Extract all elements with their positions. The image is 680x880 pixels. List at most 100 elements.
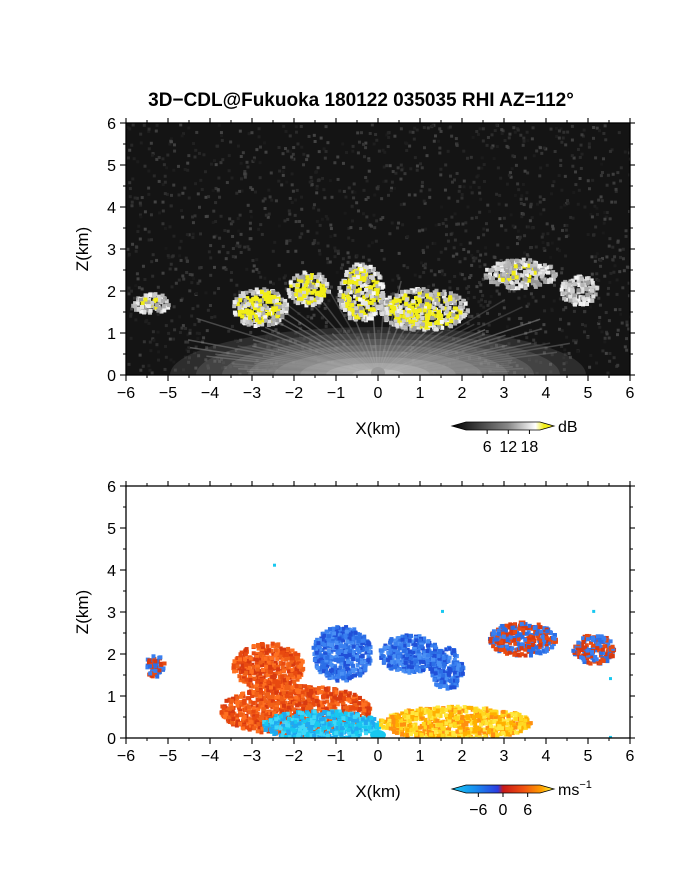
reflectivity-noise: [597, 279, 601, 283]
reflectivity-noise: [415, 164, 419, 168]
reflectivity-noise: [246, 245, 250, 249]
reflectivity-noise: [169, 193, 173, 197]
reflectivity-noise: [274, 199, 278, 203]
reflectivity-noise: [225, 181, 229, 185]
reflectivity-noise: [335, 270, 339, 274]
reflectivity-noise: [448, 125, 452, 129]
velocity-cell: [299, 667, 304, 672]
reflectivity-cell: [543, 267, 548, 272]
reflectivity-noise: [219, 161, 223, 165]
reflectivity-cell: [373, 295, 378, 300]
reflectivity-noise: [300, 224, 304, 228]
reflectivity-noise: [273, 240, 277, 244]
reflectivity-noise: [460, 196, 464, 200]
reflectivity-noise: [244, 365, 248, 369]
reflectivity-cell: [295, 273, 300, 278]
reflectivity-noise: [532, 338, 536, 342]
reflectivity-cell: [244, 290, 249, 295]
reflectivity-noise: [468, 241, 472, 245]
velocity-cell: [263, 656, 268, 661]
velocity-cell: [281, 661, 286, 666]
reflectivity-noise: [565, 202, 569, 206]
reflectivity-cell: [134, 307, 139, 312]
reflectivity-noise: [433, 241, 437, 245]
reflectivity-noise: [259, 275, 263, 279]
reflectivity-noise: [301, 346, 305, 350]
velocity-cell: [420, 664, 425, 669]
reflectivity-cell: [304, 281, 309, 286]
reflectivity-noise: [161, 183, 165, 187]
reflectivity-noise: [278, 277, 282, 281]
reflectivity-noise: [147, 321, 151, 325]
reflectivity-noise: [261, 368, 265, 372]
reflectivity-cell: [408, 312, 413, 317]
reflectivity-noise: [136, 277, 140, 281]
reflectivity-noise: [479, 362, 483, 366]
velocity-cell: [347, 691, 352, 696]
reflectivity-noise: [367, 244, 371, 248]
reflectivity-cell: [411, 319, 416, 324]
reflectivity-noise: [601, 257, 605, 261]
velocity-cell: [341, 626, 346, 631]
reflectivity-noise: [362, 188, 366, 192]
reflectivity-cell: [585, 281, 590, 286]
reflectivity-noise: [209, 244, 213, 248]
reflectivity-cell: [415, 314, 420, 319]
reflectivity-noise: [619, 312, 623, 316]
reflectivity-noise: [356, 151, 360, 155]
reflectivity-cell: [571, 300, 576, 305]
reflectivity-noise: [143, 164, 147, 168]
reflectivity-cell: [310, 290, 315, 295]
reflectivity-noise: [460, 192, 464, 196]
reflectivity-noise: [319, 136, 323, 140]
reflectivity-noise: [604, 215, 608, 219]
reflectivity-noise: [546, 282, 550, 286]
velocity-cell: [400, 634, 405, 639]
reflectivity-noise: [140, 196, 144, 200]
reflectivity-noise: [511, 154, 515, 158]
reflectivity-noise: [208, 304, 212, 308]
reflectivity-cell: [363, 282, 368, 287]
reflectivity-noise: [233, 255, 237, 259]
reflectivity-noise: [399, 127, 403, 131]
reflectivity-noise: [370, 241, 374, 245]
reflectivity-noise: [411, 359, 415, 363]
reflectivity-cell: [302, 280, 307, 285]
reflectivity-noise: [155, 157, 159, 161]
reflectivity-noise: [372, 345, 376, 349]
reflectivity-noise: [270, 198, 274, 202]
reflectivity-noise: [488, 300, 492, 304]
reflectivity-noise: [298, 219, 302, 223]
velocity-cell: [260, 647, 265, 652]
reflectivity-cell: [262, 304, 267, 309]
reflectivity-cell: [337, 292, 342, 297]
reflectivity-noise: [133, 196, 137, 200]
reflectivity-beam: [238, 368, 379, 375]
velocity-cell: [255, 667, 260, 672]
reflectivity-noise: [594, 255, 598, 259]
reflectivity-cell: [447, 305, 452, 310]
reflectivity-noise: [511, 335, 515, 339]
reflectivity-cell: [319, 289, 324, 294]
velocity-cell: [255, 675, 260, 680]
reflectivity-cell: [414, 321, 419, 326]
reflectivity-noise: [269, 362, 273, 366]
velocity-cell: [360, 638, 365, 643]
reflectivity-cell: [420, 322, 425, 327]
velocity-cell: [460, 665, 465, 670]
velocity-cell: [337, 636, 342, 641]
velocity-cell: [351, 633, 356, 638]
velocity-cell: [409, 660, 414, 665]
reflectivity-noise: [589, 212, 593, 216]
reflectivity-noise: [500, 363, 504, 367]
velocity-cell: [354, 667, 359, 672]
reflectivity-noise: [224, 257, 228, 261]
reflectivity-colorbar-tick-label: 18: [521, 439, 539, 456]
reflectivity-noise: [404, 356, 408, 360]
reflectivity-noise: [480, 166, 484, 170]
reflectivity-noise: [495, 123, 499, 127]
reflectivity-noise: [603, 124, 607, 128]
reflectivity-noise: [233, 293, 237, 297]
reflectivity-noise: [506, 246, 510, 250]
velocity-cell: [265, 672, 270, 677]
